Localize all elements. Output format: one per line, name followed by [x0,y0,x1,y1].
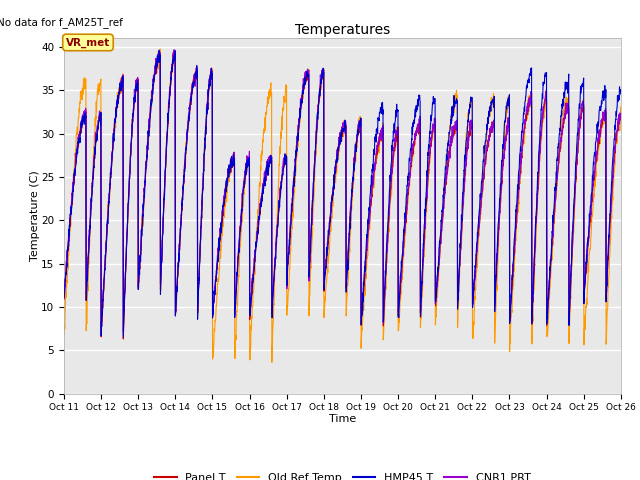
Y-axis label: Temperature (C): Temperature (C) [29,170,40,262]
X-axis label: Time: Time [329,414,356,424]
Legend: Panel T, Old Ref Temp, HMP45 T, CNR1 PRT: Panel T, Old Ref Temp, HMP45 T, CNR1 PRT [150,468,535,480]
Text: No data for f_AM25T_ref: No data for f_AM25T_ref [0,17,123,28]
Title: Temperatures: Temperatures [295,23,390,37]
Text: VR_met: VR_met [66,37,110,48]
